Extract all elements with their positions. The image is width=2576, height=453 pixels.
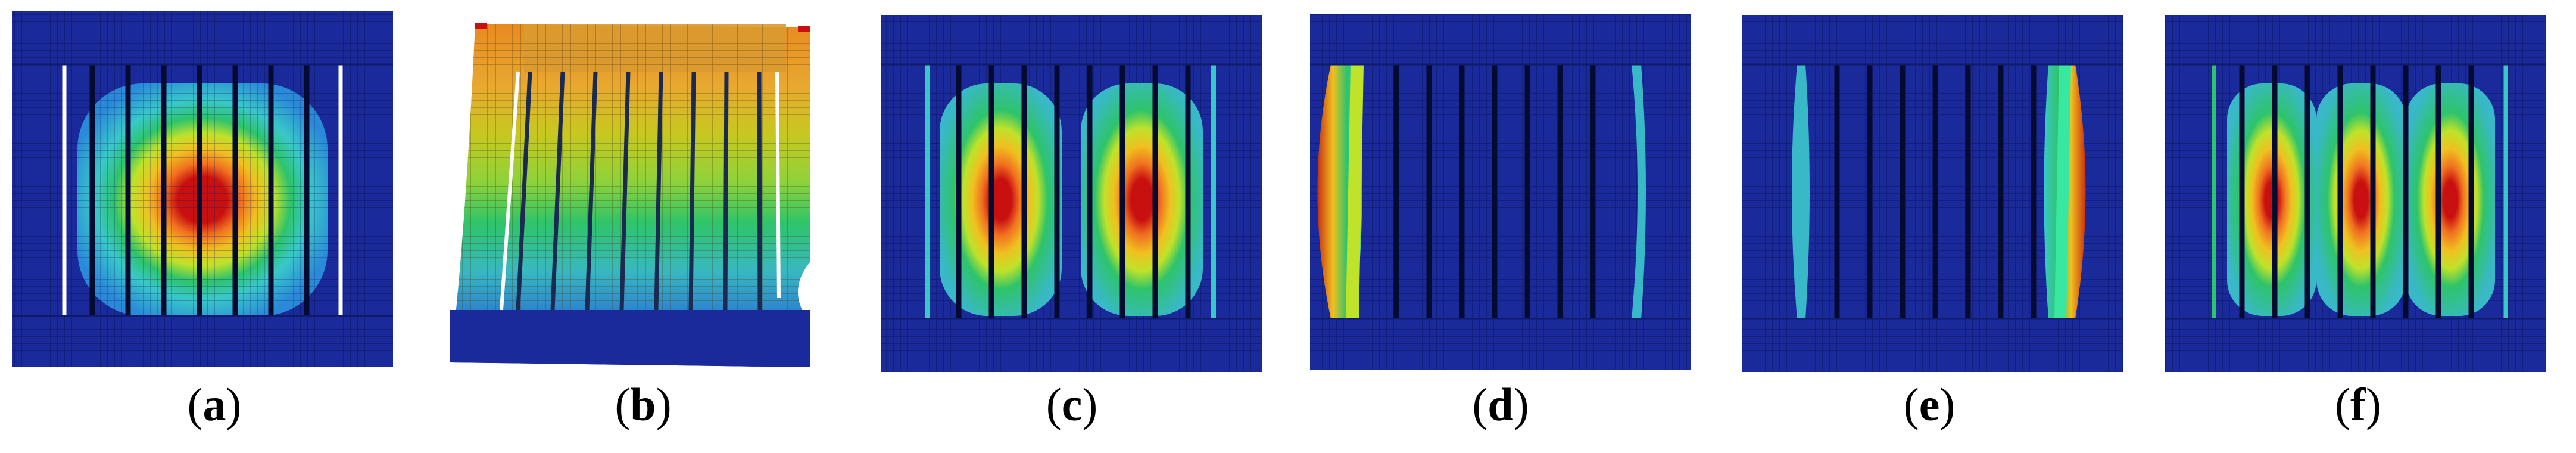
panel-f-contour-right (2406, 83, 2495, 316)
panel-d-plot (1310, 14, 1691, 370)
panel-f-plot (2165, 15, 2546, 372)
panel-d-right-edge (1632, 64, 1646, 319)
panel-a: (a) (0, 0, 429, 453)
panel-b-caption: (b) (615, 378, 672, 430)
panel-e-plot (1742, 15, 2123, 372)
panel-c-contour-right (1081, 83, 1203, 316)
panel-b-left-edge (500, 71, 520, 311)
panel-b-right-edge (775, 71, 781, 299)
panel-e-left-edge (1792, 64, 1810, 319)
panel-c-caption: (c) (1046, 378, 1098, 430)
panel-c: (c) (857, 0, 1286, 453)
panel-c-contour-left (940, 83, 1062, 316)
panel-a-plot (12, 11, 393, 367)
panel-f-caption: (f) (2335, 378, 2381, 430)
panel-e: (e) (1715, 0, 2144, 453)
panel-b-plot (450, 23, 810, 367)
panel-f-contour-middle (2316, 83, 2406, 316)
panel-a-caption: (a) (187, 378, 242, 430)
panel-c-plot (881, 15, 1262, 372)
panel-d: (d) (1286, 0, 1715, 453)
panel-b: (b) (429, 0, 857, 453)
panel-d-caption: (d) (1472, 378, 1529, 430)
panel-f: (f) (2144, 0, 2572, 453)
panel-f-contour-left (2227, 83, 2316, 316)
panel-e-caption: (e) (1903, 378, 1956, 430)
